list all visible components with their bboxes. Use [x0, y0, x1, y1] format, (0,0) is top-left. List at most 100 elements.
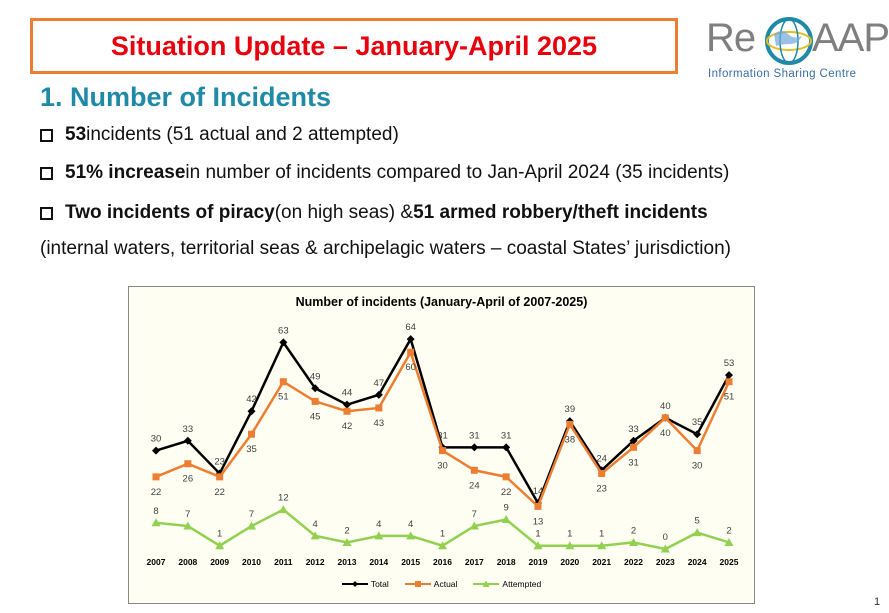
- data-label: 22: [501, 487, 512, 498]
- x-tick-label: 2009: [210, 557, 229, 567]
- total-point: [502, 443, 511, 452]
- x-tick-label: 2015: [401, 557, 420, 567]
- data-label: 1: [535, 529, 540, 540]
- actual-point: [216, 473, 224, 481]
- attempted-point: [629, 537, 638, 546]
- x-tick-label: 2020: [560, 557, 579, 567]
- data-label: 7: [185, 509, 190, 520]
- attempted-point: [597, 541, 607, 550]
- legend-item-total: Total: [341, 579, 389, 589]
- actual-point: [375, 404, 383, 412]
- globe-icon: [765, 17, 813, 65]
- data-label: 30: [437, 461, 448, 472]
- actual-point: [343, 407, 351, 415]
- attempted-point: [215, 541, 225, 550]
- data-label: 1: [567, 529, 572, 540]
- data-label: 14: [533, 486, 544, 497]
- x-tick-label: 2008: [178, 557, 197, 567]
- data-label: 42: [246, 394, 257, 405]
- bullet-increase: 51% increase in number of incidents comp…: [40, 162, 729, 184]
- legend-item-attempted: Attempted: [473, 579, 541, 589]
- bullet3-text: (on high seas) &: [274, 202, 414, 223]
- data-label: 2: [631, 525, 636, 536]
- actual-point: [470, 466, 478, 474]
- data-label: 24: [596, 453, 607, 464]
- data-label: 2: [726, 525, 731, 536]
- total-point: [374, 390, 383, 399]
- x-tick-label: 2018: [497, 557, 516, 567]
- data-label: 39: [565, 404, 576, 415]
- legend-label: Attempted: [502, 579, 542, 589]
- data-label: 23: [214, 457, 225, 468]
- checkbox-bullet-icon: [40, 166, 53, 180]
- bullet3-bold-robbery: 51 armed robbery/theft incidents: [413, 202, 708, 223]
- data-label: 49: [310, 371, 321, 382]
- attempted-point: [183, 521, 193, 530]
- slide-title: Situation Update – January-April 2025: [110, 30, 598, 61]
- x-tick-label: 2013: [338, 557, 357, 567]
- bullet2-text: in number of incidents compared to Jan-A…: [185, 162, 730, 183]
- bullet-piracy: Two incidents of piracy (on high seas) &…: [40, 202, 708, 224]
- x-tick-label: 2021: [592, 557, 611, 567]
- data-label: 53: [724, 358, 735, 369]
- total-point: [470, 443, 479, 452]
- attempted-point: [278, 505, 288, 514]
- series-line-total: [155, 335, 731, 506]
- data-label: 51: [724, 392, 735, 403]
- actual-point: [311, 397, 319, 405]
- data-label: 1: [599, 529, 604, 540]
- data-label: 42: [342, 421, 353, 432]
- legend-label: Total: [370, 579, 389, 589]
- bullet2-bold: 51% increase: [65, 162, 186, 183]
- total-point: [152, 446, 160, 455]
- checkbox-bullet-icon: [40, 206, 53, 220]
- logo-re-text: Re: [706, 16, 756, 60]
- attempted-point: [438, 541, 447, 550]
- actual-point: [184, 460, 192, 468]
- data-label: 33: [183, 424, 194, 435]
- data-label: 22: [151, 487, 162, 498]
- bullet-incidents: 53 incidents (51 actual and 2 attempted): [40, 124, 399, 146]
- actual-point: [407, 348, 415, 356]
- x-tick-label: 2014: [369, 557, 388, 567]
- bullet1-text: incidents (51 actual and 2 attempted): [86, 124, 399, 145]
- actual-point: [152, 473, 160, 481]
- legend-swatch: [473, 580, 500, 587]
- data-label: 31: [437, 430, 448, 441]
- data-label: 2: [344, 525, 349, 536]
- legend-label: Actual: [433, 579, 458, 589]
- x-tick-label: 2022: [624, 557, 643, 567]
- data-label: 60: [405, 362, 416, 373]
- total-point: [693, 430, 702, 439]
- attempted-point: [565, 541, 575, 550]
- page-number: 1: [874, 596, 881, 608]
- x-tick-label: 2012: [306, 557, 325, 567]
- data-label: 30: [151, 434, 162, 445]
- data-label: 12: [278, 493, 289, 504]
- actual-point: [661, 414, 669, 422]
- total-point: [279, 338, 288, 347]
- data-label: 0: [663, 532, 668, 543]
- actual-point: [502, 473, 510, 481]
- total-point: [183, 436, 192, 445]
- attempted-point: [406, 531, 416, 540]
- data-label: 47: [374, 378, 385, 389]
- x-tick-label: 2016: [433, 557, 452, 567]
- total-point: [311, 384, 320, 393]
- actual-point: [630, 443, 637, 451]
- data-label: 31: [501, 430, 512, 441]
- attempted-point: [501, 514, 511, 523]
- data-label: 22: [214, 487, 225, 498]
- data-label: 23: [596, 484, 607, 495]
- attempted-point: [724, 537, 734, 546]
- legend-swatch: [341, 581, 368, 587]
- data-label: 8: [153, 506, 158, 517]
- logo-tagline: Information Sharing Centre: [708, 68, 857, 80]
- jurisdiction-note: (internal waters, territorial seas & arc…: [40, 238, 731, 259]
- actual-point: [598, 470, 606, 478]
- legend-item-actual: Actual: [404, 579, 458, 589]
- attempted-point: [310, 531, 320, 540]
- actual-point: [725, 378, 733, 386]
- data-label: 35: [692, 417, 703, 428]
- total-point: [629, 436, 638, 445]
